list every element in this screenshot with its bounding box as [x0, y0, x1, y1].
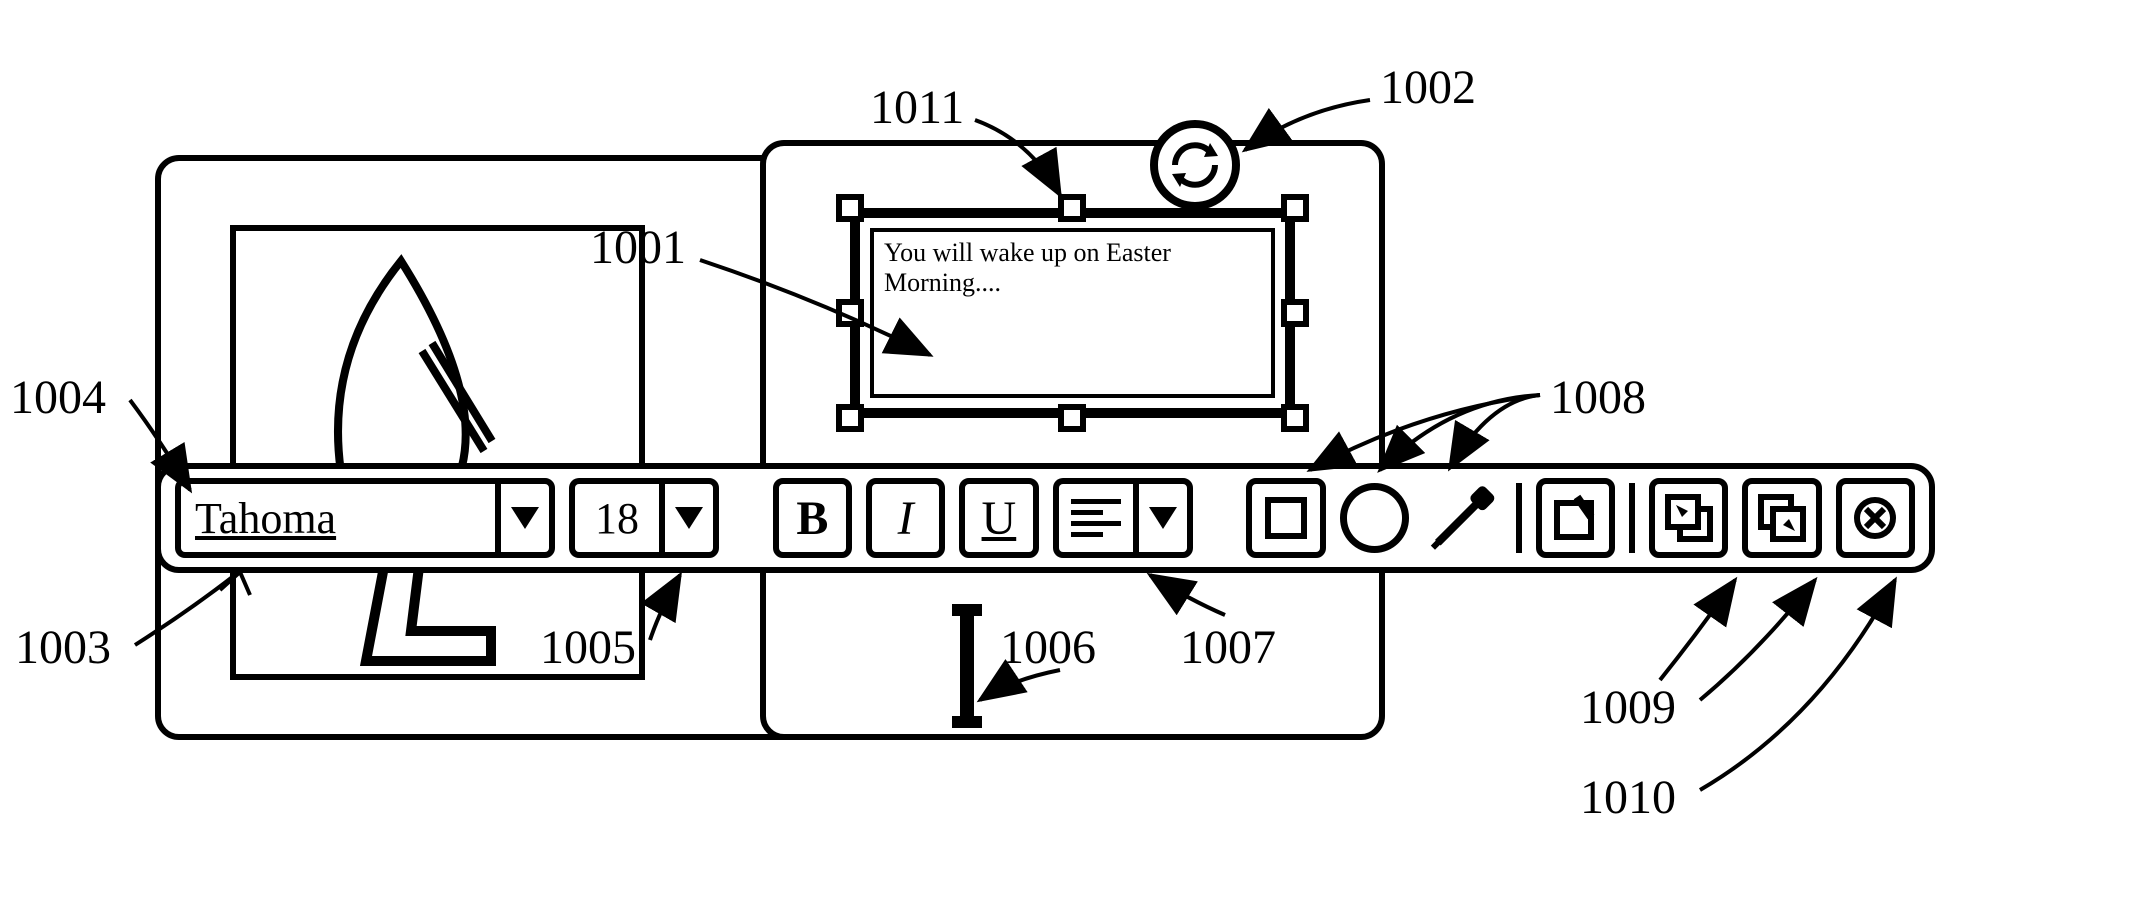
square-icon	[1265, 497, 1307, 539]
callout-1007: 1007	[1180, 620, 1276, 675]
text-frame[interactable]: You will wake up on Easter Morning....	[850, 208, 1295, 418]
align-left-icon	[1053, 478, 1133, 558]
resize-handle-bl[interactable]	[836, 404, 864, 432]
font-family-value: Tahoma	[175, 478, 495, 558]
align-dropdown-button[interactable]	[1133, 478, 1193, 558]
resize-handle-tm[interactable]	[1058, 194, 1086, 222]
font-size-dropdown-button[interactable]	[659, 478, 719, 558]
satellite-dish-icon	[236, 231, 651, 686]
resize-handle-mr[interactable]	[1281, 299, 1309, 327]
slider-handle-top[interactable]	[952, 604, 982, 616]
callout-1009: 1009	[1580, 680, 1676, 735]
text-align-select[interactable]	[1053, 478, 1193, 558]
refresh-icon	[1165, 135, 1225, 195]
send-backward-button[interactable]	[1742, 478, 1821, 558]
resize-handle-bm[interactable]	[1058, 404, 1086, 432]
underline-button[interactable]: U	[959, 478, 1038, 558]
bold-button[interactable]: B	[773, 478, 852, 558]
close-icon	[1850, 493, 1900, 543]
resize-handle-tl[interactable]	[836, 194, 864, 222]
chevron-down-icon	[1149, 507, 1177, 529]
callout-1001: 1001	[590, 220, 686, 275]
fill-color-button[interactable]	[1246, 478, 1325, 558]
refresh-button[interactable]	[1150, 120, 1240, 210]
send-backward-icon	[1755, 491, 1809, 545]
callout-1002: 1002	[1380, 60, 1476, 115]
italic-button[interactable]: I	[866, 478, 945, 558]
callout-1011: 1011	[870, 80, 964, 135]
chevron-down-icon	[675, 507, 703, 529]
slider-track[interactable]	[960, 610, 974, 720]
formatting-toolbar: Tahoma 18 B I U	[155, 463, 1935, 573]
edit-icon	[1551, 493, 1601, 543]
callout-1003: 1003	[15, 620, 111, 675]
callout-1004: 1004	[10, 370, 106, 425]
callout-1005: 1005	[540, 620, 636, 675]
callout-1010: 1010	[1580, 770, 1676, 825]
font-size-value: 18	[569, 478, 659, 558]
font-family-select[interactable]: Tahoma	[175, 478, 555, 558]
bring-forward-icon	[1662, 491, 1716, 545]
resize-handle-ml[interactable]	[836, 299, 864, 327]
stroke-color-button[interactable]	[1340, 483, 1409, 553]
callout-1008: 1008	[1550, 370, 1646, 425]
callout-1006: 1006	[1000, 620, 1096, 675]
slider-handle-bot[interactable]	[952, 716, 982, 728]
toolbar-separator	[1516, 483, 1522, 553]
eyedropper-button[interactable]	[1423, 478, 1502, 558]
image-placeholder-panel	[230, 225, 645, 680]
toolbar-separator	[1629, 483, 1635, 553]
resize-handle-tr[interactable]	[1281, 194, 1309, 222]
font-family-dropdown-button[interactable]	[495, 478, 555, 558]
edit-button[interactable]	[1536, 478, 1615, 558]
bring-forward-button[interactable]	[1649, 478, 1728, 558]
font-size-select[interactable]: 18	[569, 478, 719, 558]
text-frame-content[interactable]: You will wake up on Easter Morning....	[870, 228, 1275, 398]
close-button[interactable]	[1836, 478, 1915, 558]
resize-handle-br[interactable]	[1281, 404, 1309, 432]
chevron-down-icon	[511, 507, 539, 529]
